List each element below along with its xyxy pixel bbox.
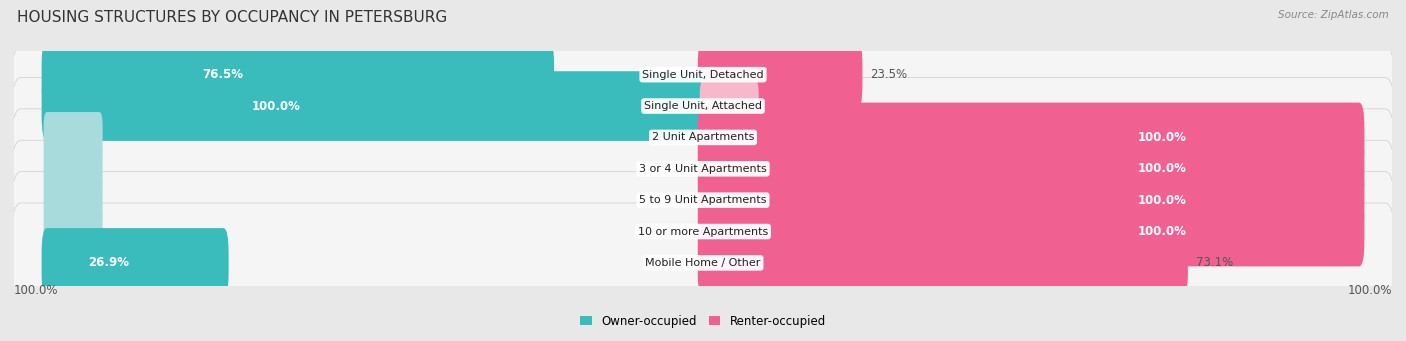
FancyBboxPatch shape — [42, 71, 709, 141]
Text: 0.0%: 0.0% — [654, 194, 683, 207]
FancyBboxPatch shape — [11, 15, 1395, 135]
FancyBboxPatch shape — [42, 228, 229, 298]
FancyBboxPatch shape — [44, 175, 103, 226]
Text: Mobile Home / Other: Mobile Home / Other — [645, 258, 761, 268]
FancyBboxPatch shape — [11, 172, 1395, 292]
Text: 100.0%: 100.0% — [14, 284, 59, 297]
FancyBboxPatch shape — [44, 112, 103, 163]
Text: 73.1%: 73.1% — [1195, 256, 1233, 269]
FancyBboxPatch shape — [11, 109, 1395, 229]
Text: 0.0%: 0.0% — [654, 131, 683, 144]
FancyBboxPatch shape — [11, 140, 1395, 260]
Text: 76.5%: 76.5% — [202, 68, 243, 81]
FancyBboxPatch shape — [42, 40, 554, 109]
FancyBboxPatch shape — [11, 46, 1395, 166]
FancyBboxPatch shape — [11, 203, 1395, 323]
Text: Single Unit, Detached: Single Unit, Detached — [643, 70, 763, 80]
Text: Source: ZipAtlas.com: Source: ZipAtlas.com — [1278, 10, 1389, 20]
FancyBboxPatch shape — [697, 197, 1364, 266]
Text: 0.0%: 0.0% — [723, 100, 752, 113]
Text: 23.5%: 23.5% — [870, 68, 907, 81]
FancyBboxPatch shape — [697, 228, 1188, 298]
FancyBboxPatch shape — [697, 40, 862, 109]
Text: 5 to 9 Unit Apartments: 5 to 9 Unit Apartments — [640, 195, 766, 205]
Text: 100.0%: 100.0% — [1137, 162, 1187, 175]
FancyBboxPatch shape — [44, 206, 103, 257]
FancyBboxPatch shape — [697, 103, 1364, 172]
Text: 0.0%: 0.0% — [654, 162, 683, 175]
Text: 100.0%: 100.0% — [252, 100, 301, 113]
Text: 100.0%: 100.0% — [1137, 194, 1187, 207]
Text: HOUSING STRUCTURES BY OCCUPANCY IN PETERSBURG: HOUSING STRUCTURES BY OCCUPANCY IN PETER… — [17, 10, 447, 25]
FancyBboxPatch shape — [44, 143, 103, 194]
Text: Single Unit, Attached: Single Unit, Attached — [644, 101, 762, 111]
Text: 100.0%: 100.0% — [1137, 131, 1187, 144]
Text: 26.9%: 26.9% — [89, 256, 129, 269]
FancyBboxPatch shape — [11, 77, 1395, 197]
Text: 2 Unit Apartments: 2 Unit Apartments — [652, 132, 754, 143]
Text: 100.0%: 100.0% — [1347, 284, 1392, 297]
FancyBboxPatch shape — [700, 80, 759, 132]
Text: 0.0%: 0.0% — [654, 225, 683, 238]
Text: 3 or 4 Unit Apartments: 3 or 4 Unit Apartments — [640, 164, 766, 174]
Text: 10 or more Apartments: 10 or more Apartments — [638, 226, 768, 237]
FancyBboxPatch shape — [697, 165, 1364, 235]
Legend: Owner-occupied, Renter-occupied: Owner-occupied, Renter-occupied — [575, 310, 831, 332]
FancyBboxPatch shape — [697, 134, 1364, 204]
Text: 100.0%: 100.0% — [1137, 225, 1187, 238]
